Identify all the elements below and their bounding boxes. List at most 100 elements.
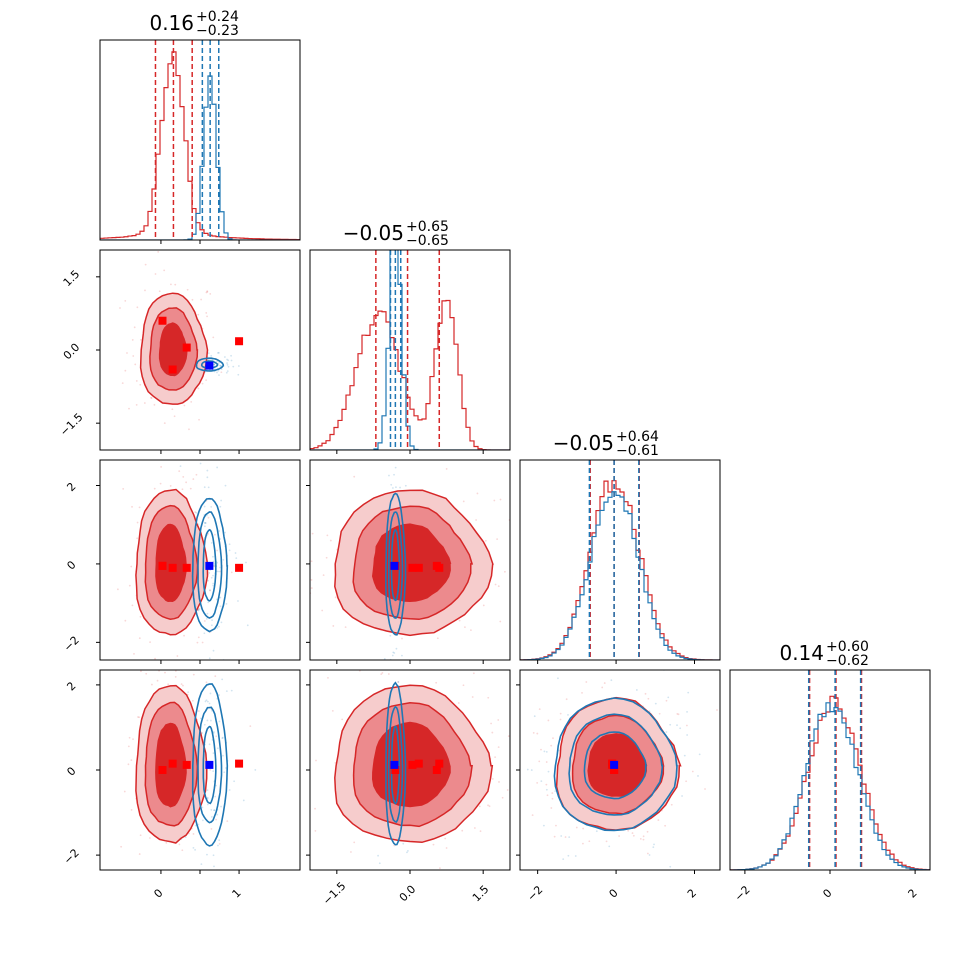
scatter-point-red: [144, 263, 147, 266]
scatter-point-red: [305, 594, 307, 596]
scatter-point-blue: [219, 605, 222, 608]
scatter-point-blue: [207, 903, 209, 905]
scatter-point-blue: [215, 598, 218, 601]
scatter-point-red: [131, 505, 133, 508]
scatter-point-blue: [681, 632, 683, 634]
scatter-point-red: [488, 805, 491, 808]
scatter-point-blue: [213, 865, 215, 868]
scatter-point-blue: [206, 719, 209, 722]
scatter-point-blue: [208, 743, 211, 746]
scatter-point-blue: [205, 699, 208, 702]
scatter-point-red: [131, 604, 134, 607]
contour-blue-level-3: [191, 497, 229, 633]
scatter-point-red: [479, 830, 482, 833]
scatter-point-red: [538, 708, 541, 711]
scatter-point-red: [198, 407, 200, 409]
scatter-point-blue: [554, 790, 557, 793]
scatter-point-blue: [228, 549, 231, 552]
scatter-point-red: [722, 732, 724, 734]
scatter-point-blue: [203, 505, 206, 508]
scatter-point-red: [461, 829, 464, 832]
histogram-blue: [520, 491, 720, 660]
scatter-point-blue: [232, 365, 235, 368]
scatter-point-red: [285, 699, 287, 701]
scatter-point-red: [375, 677, 377, 679]
scatter-point-red: [445, 847, 448, 849]
scatter-point-blue: [211, 938, 213, 940]
scatter-point-blue: [567, 714, 569, 716]
scatter-point-red: [325, 556, 328, 559]
scatter-point-blue: [568, 836, 571, 839]
panel-title-minus: −0.61: [616, 443, 659, 459]
marker-red: [432, 561, 441, 570]
marker-blue: [390, 760, 399, 769]
y-tick-label: −2: [61, 634, 82, 655]
scatter-point-blue: [540, 780, 543, 783]
scatter-point-red: [677, 713, 680, 716]
scatter-point-red: [353, 841, 356, 844]
scatter-point-red: [128, 407, 130, 410]
scatter-point-blue: [217, 369, 220, 372]
scatter-point-red: [618, 835, 620, 837]
y-tick-label: 0: [64, 764, 78, 778]
scatter-point-red: [332, 625, 335, 627]
scatter-point-blue: [237, 373, 240, 376]
scatter-point-blue: [210, 808, 213, 811]
scatter-point-red: [606, 655, 608, 657]
scatter-point-red: [135, 404, 138, 406]
panel-title-minus: −0.65: [406, 233, 449, 249]
scatter-point-red: [178, 470, 181, 473]
scatter-point-blue: [687, 691, 690, 694]
scatter-point-red: [181, 849, 184, 852]
scatter-point-red: [136, 306, 139, 309]
contour-blue-level-2: [388, 511, 404, 619]
scatter-point-red: [116, 588, 119, 591]
scatter-point-blue: [217, 844, 219, 847]
scatter-point-blue: [392, 663, 394, 665]
scatter-point-red: [180, 683, 183, 686]
scatter-point-blue: [205, 662, 207, 664]
scatter-point-red: [174, 675, 177, 678]
scatter-point-blue: [208, 702, 211, 705]
scatter-point-blue: [217, 351, 220, 354]
scatter-point-blue: [195, 511, 198, 514]
histogram-blue: [730, 702, 930, 870]
scatter-point-blue: [206, 789, 209, 792]
scatter-point-red: [691, 770, 694, 773]
scatter-point-red: [143, 402, 146, 404]
scatter-point-blue: [213, 363, 215, 366]
scatter-point-blue: [533, 715, 536, 718]
scatter-point-blue: [213, 562, 216, 565]
scatter-point-red: [182, 475, 185, 478]
scatter-point-red: [497, 585, 500, 588]
scatter-point-blue: [205, 617, 208, 620]
scatter-point-red: [582, 842, 584, 845]
scatter-point-red: [536, 732, 539, 735]
scatter-point-blue: [222, 666, 224, 668]
scatter-point-blue: [218, 374, 220, 377]
scatter-point-blue: [233, 780, 236, 783]
scatter-point-red: [627, 829, 630, 832]
scatter-point-blue: [669, 723, 672, 726]
marker-blue: [205, 361, 214, 370]
scatter-point-red: [722, 797, 724, 799]
scatter-point-blue: [206, 803, 209, 806]
scatter-point-red: [206, 655, 208, 657]
scatter-point-red: [521, 753, 523, 755]
scatter-point-red: [225, 619, 227, 621]
scatter-point-red: [550, 807, 553, 809]
scatter-point-blue: [237, 365, 240, 367]
scatter-point-blue: [530, 769, 533, 771]
scatter-point-blue: [218, 530, 221, 532]
scatter-point-red: [165, 841, 168, 844]
scatter-point-red: [198, 607, 201, 610]
scatter-point-blue: [201, 806, 204, 809]
scatter-point-red: [209, 589, 211, 592]
scatter-point-red: [124, 369, 127, 372]
scatter-point-red: [220, 371, 223, 374]
marker-red: [408, 760, 417, 769]
scatter-point-red: [646, 852, 649, 855]
scatter-point-red: [136, 521, 139, 524]
contour-red-level-1: [155, 523, 187, 602]
scatter-point-blue: [219, 596, 222, 599]
